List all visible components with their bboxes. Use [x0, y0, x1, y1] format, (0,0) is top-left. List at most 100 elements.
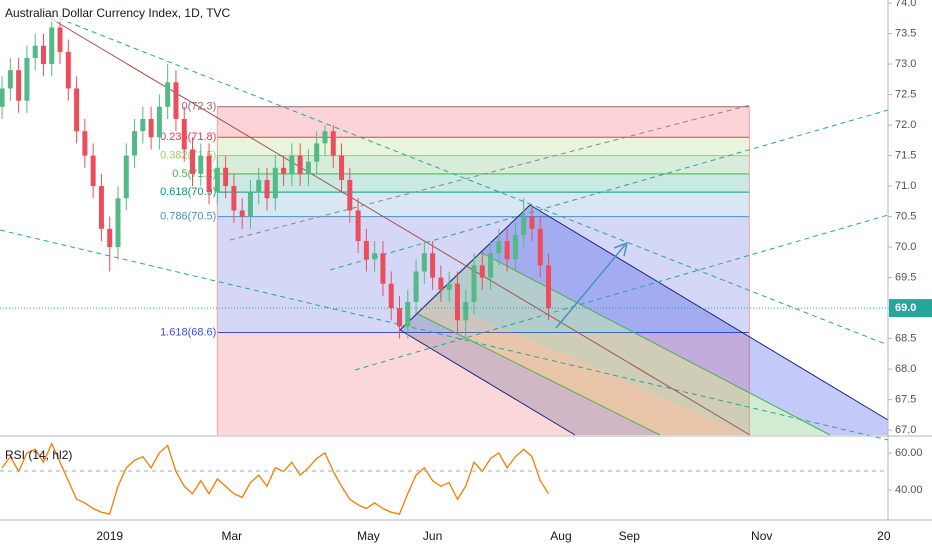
- candle-body: [181, 118, 187, 150]
- candle-body: [173, 82, 179, 119]
- candle-body: [65, 51, 71, 89]
- trend-line: [49, 14, 889, 346]
- candle-body: [521, 216, 527, 235]
- pitchfork-line: [479, 251, 831, 436]
- pitchfork-line: [529, 204, 889, 421]
- y-tick-label: 71.5: [895, 149, 916, 161]
- fib-band: [217, 106, 750, 138]
- chart-title: Australian Dollar Currency Index, 1D, TV…: [5, 6, 231, 20]
- candle-body: [305, 161, 311, 174]
- x-tick-label: 20: [877, 529, 891, 543]
- y-tick-label: 68.0: [895, 363, 916, 375]
- mark-layer: 0(72.3)0.236(71.8)0.382(71.5)0.5(71.2)0.…: [0, 15, 888, 515]
- y-tick-label: 70.5: [895, 210, 916, 222]
- candle-body: [281, 167, 287, 174]
- candle-body: [231, 186, 237, 211]
- candle-body: [16, 70, 22, 101]
- candle-body: [74, 88, 80, 132]
- candle-body: [256, 179, 262, 193]
- candle-body: [40, 45, 46, 65]
- title-backdrop: [2, 4, 224, 22]
- x-tick-label: Nov: [751, 529, 772, 543]
- candle-body: [264, 179, 270, 199]
- candle-body: [57, 27, 63, 52]
- rsi-line: [1, 442, 550, 515]
- candle-body: [90, 155, 96, 187]
- x-tick-label: Sep: [619, 529, 641, 543]
- pitchfork-band: [432, 252, 830, 435]
- trend-line: [329, 109, 889, 271]
- candle-body: [0, 88, 5, 107]
- arrow-head: [613, 241, 629, 257]
- candle-body: [49, 27, 55, 65]
- y-tick-label: 67.0: [895, 424, 916, 436]
- candle-body: [496, 240, 502, 254]
- candle-body: [355, 210, 361, 241]
- fib-label: 0.618(70.9): [160, 186, 216, 198]
- y-tick-label: 72.5: [895, 88, 916, 100]
- candle-body: [32, 45, 38, 58]
- rsi-title: RSI (14, hl2): [5, 448, 72, 462]
- candle-body: [165, 82, 171, 107]
- candle-body: [223, 167, 229, 187]
- fib-band: [217, 155, 750, 174]
- candle-body: [512, 234, 518, 260]
- candle-body: [148, 118, 154, 138]
- candle-body: [537, 228, 543, 266]
- x-tick-label: Jun: [423, 529, 442, 543]
- last-price-label: 69.0: [895, 302, 916, 314]
- candle-body: [206, 155, 212, 193]
- candle-body: [347, 179, 353, 211]
- candle-body: [488, 253, 494, 278]
- candle-body: [479, 265, 485, 278]
- y-tick-label: 73.0: [895, 58, 916, 70]
- candle-body: [372, 253, 378, 260]
- candle-body: [214, 167, 220, 193]
- candle-body: [107, 228, 113, 248]
- y-tick-label: 74.0: [895, 0, 916, 9]
- pitchfork-handle: [399, 204, 531, 331]
- y-tick-label: 71.0: [895, 180, 916, 192]
- candle-body: [363, 240, 369, 260]
- candle-body: [297, 155, 303, 174]
- candle-body: [190, 149, 196, 174]
- fib-label: 1.618(68.6): [160, 326, 216, 338]
- candle-body: [7, 70, 13, 89]
- candle-body: [322, 131, 328, 144]
- pitchfork-line: [415, 312, 661, 436]
- arrow: [555, 244, 626, 329]
- y-tick-label: 40.00: [895, 484, 923, 496]
- candle-body: [430, 253, 436, 278]
- y-tick-label: 67.5: [895, 394, 916, 406]
- candle-body: [272, 167, 278, 199]
- y-tick-label: 72.0: [895, 119, 916, 131]
- candle-body: [24, 57, 30, 101]
- candle-body: [123, 155, 129, 199]
- candle-body: [446, 283, 452, 290]
- candle-body: [339, 155, 345, 180]
- trend-line: [354, 214, 889, 371]
- candle-body: [471, 265, 477, 302]
- candle-body: [132, 131, 138, 156]
- x-tick-label: Aug: [550, 529, 571, 543]
- candle-body: [380, 253, 386, 284]
- y-tick-label: 73.5: [895, 27, 916, 39]
- candle-body: [405, 301, 411, 327]
- fib-label: 0(72.3): [181, 101, 216, 113]
- pitchfork-line: [399, 329, 576, 436]
- candle-body: [396, 308, 402, 327]
- pitchfork-band: [480, 205, 888, 435]
- fib-band: [217, 332, 750, 435]
- candle-body: [438, 277, 444, 290]
- candle-body: [546, 265, 552, 309]
- x-tick-label: Mar: [221, 529, 242, 543]
- candle-body: [239, 210, 245, 217]
- candle-body: [247, 192, 253, 217]
- pitchfork-band: [400, 313, 660, 435]
- candle-body: [98, 186, 104, 229]
- candle-body: [529, 216, 535, 229]
- candle-body: [330, 131, 336, 156]
- fib-label: 0.786(70.5): [160, 210, 216, 222]
